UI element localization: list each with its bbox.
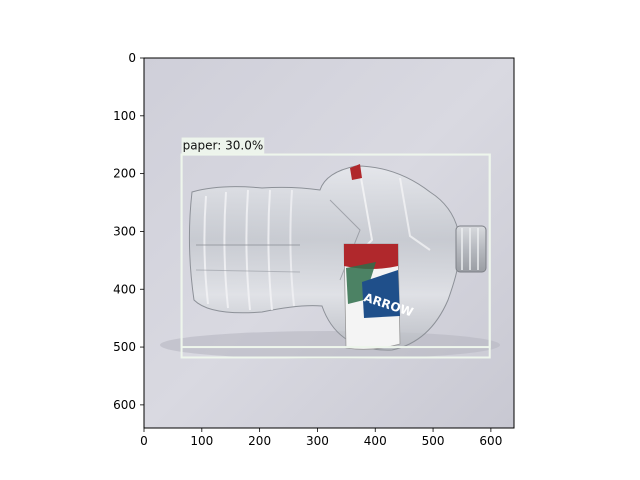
label-fragment (350, 164, 362, 180)
x-tick-label: 100 (190, 434, 213, 448)
y-tick-label: 0 (128, 51, 136, 65)
y-tick-label: 500 (113, 340, 136, 354)
y-tick-label: 400 (113, 282, 136, 296)
x-tick-label: 500 (422, 434, 445, 448)
plastic-bottle: ARROW (188, 164, 487, 351)
photo: ARROW (144, 58, 514, 428)
y-tick-label: 300 (113, 224, 136, 238)
x-tick-label: 0 (140, 434, 148, 448)
x-axis: 0 100 200 300 400 500 600 (140, 428, 502, 448)
y-tick-label: 100 (113, 109, 136, 123)
bottle-cap (455, 225, 487, 273)
detection-label: paper: 30.0% (183, 139, 264, 153)
label-blue-band (362, 270, 400, 318)
x-tick-label: 300 (306, 434, 329, 448)
y-axis: 0 100 200 300 400 500 600 (113, 51, 144, 412)
detection-box-inner (180, 153, 491, 349)
y-tick-label: 200 (113, 167, 136, 181)
detection-label-background (181, 137, 265, 154)
label-green-art (346, 262, 376, 304)
label-red-band (344, 244, 398, 269)
x-tick-label: 600 (479, 434, 502, 448)
x-tick-label: 200 (248, 434, 271, 448)
bottle-shadow (160, 331, 500, 359)
x-tick-label: 400 (364, 434, 387, 448)
y-tick-label: 600 (113, 398, 136, 412)
axes-frame (143, 57, 515, 429)
